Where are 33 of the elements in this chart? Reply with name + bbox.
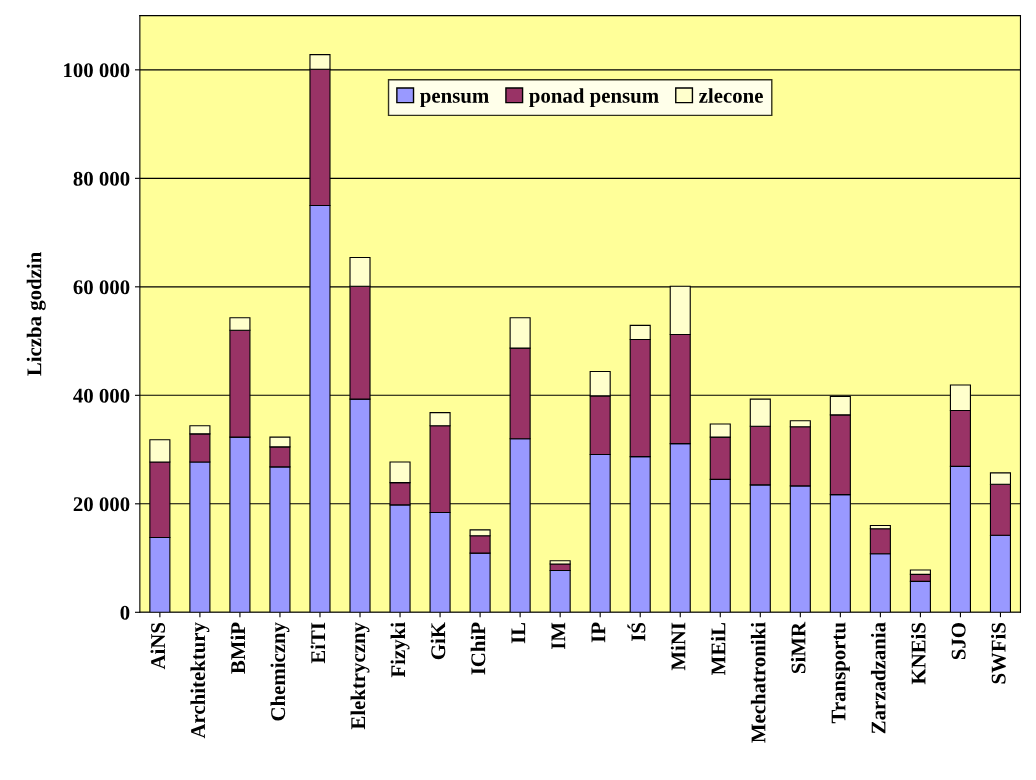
y-tick-label: 60 000: [73, 280, 130, 295]
bar: [549, 569, 571, 613]
x-tick-label: IŚ: [627, 622, 646, 642]
x-tick-label: MiNI: [670, 622, 686, 671]
x-tick-label: IP: [591, 622, 606, 643]
x-tick-label: Zarzadzania: [870, 622, 886, 734]
x-tick-label: KNEiS: [910, 622, 926, 685]
y-axis-title: Liczba godzin: [26, 252, 46, 376]
x-tick-label: GiK: [430, 622, 446, 660]
x-tick-label: SWFiS: [991, 622, 1006, 684]
x-tick-label: Chemiczny: [270, 622, 290, 721]
x-tick-label: Elektryczny: [350, 622, 370, 730]
y-tick-label: 20 000: [73, 497, 130, 512]
y-tick-label: 100 000: [64, 63, 130, 78]
legend-label: zlecone: [699, 88, 763, 103]
x-tick-label: AiNS: [150, 622, 166, 670]
legend-label: pensum: [420, 92, 489, 108]
x-tick-label: MEiL: [710, 622, 726, 675]
y-tick-label: 40 000: [73, 388, 130, 403]
y-tick-label: 80 000: [73, 171, 130, 186]
x-tick-label: SJO: [951, 623, 966, 660]
y-tick-label: 0: [120, 605, 130, 620]
x-tick-label: BMiP: [230, 622, 245, 674]
x-tick-label: Mechatroniki: [750, 622, 766, 743]
x-tick-label: EiTI: [310, 622, 325, 664]
legend-label: ponad pensum: [529, 88, 659, 108]
x-tick-label: Transportu: [831, 622, 850, 724]
x-tick-label: Fizyki: [390, 622, 410, 678]
x-tick-label: SiMR: [790, 621, 806, 673]
x-tick-label: IChiP: [470, 622, 486, 675]
x-tick-label: IM: [551, 622, 566, 650]
x-tick-label: IL: [511, 622, 526, 644]
x-tick-label: Architektury: [190, 622, 210, 739]
